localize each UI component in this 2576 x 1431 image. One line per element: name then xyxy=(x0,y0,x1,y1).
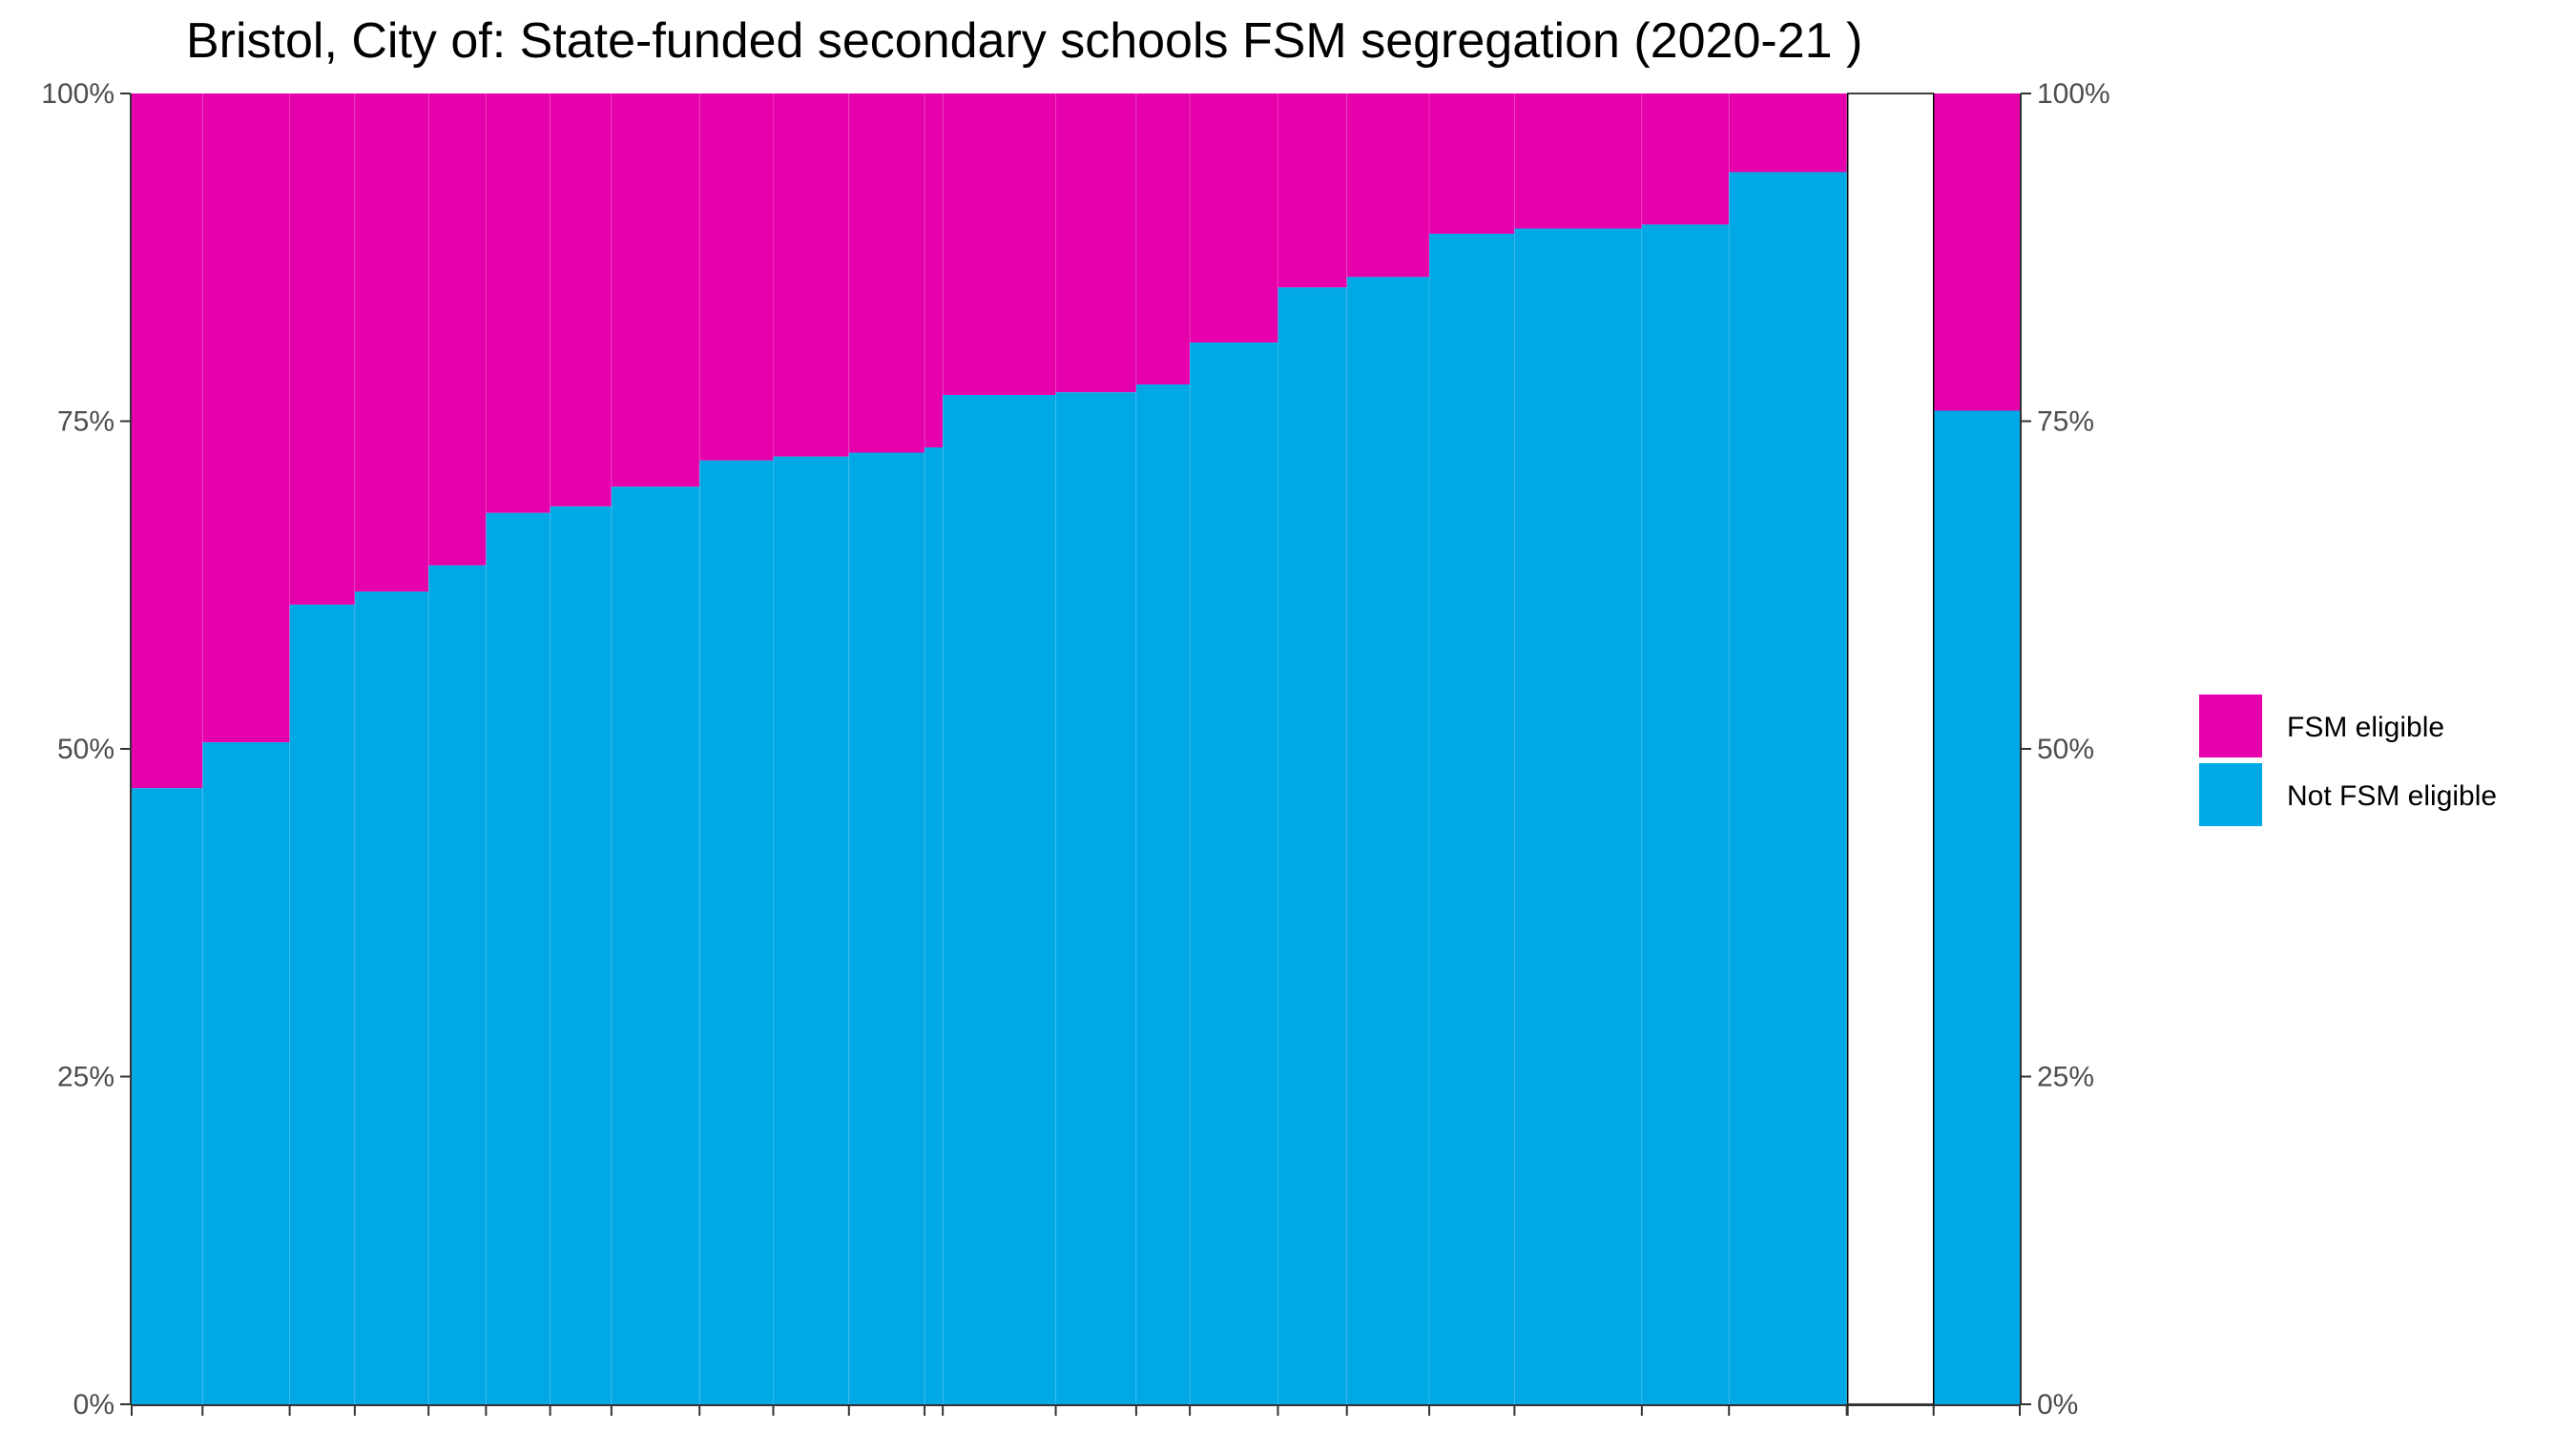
bar-fsm-13 xyxy=(943,93,1056,396)
y-tick-label-right: 75% xyxy=(2037,406,2094,438)
axes-group: 0% 0% 25% 25% 50% 50% 75% 75% 100% 100% xyxy=(41,78,2109,1421)
y-tick-label-left: 25% xyxy=(57,1062,114,1093)
bar-not-fsm-19 xyxy=(1429,234,1515,1404)
bar-not-fsm-14 xyxy=(1055,392,1136,1405)
y-tick-label-left: 0% xyxy=(73,1389,114,1421)
bar-not-fsm-24 xyxy=(1933,410,2020,1404)
bar-fsm-16 xyxy=(1190,93,1278,343)
chart-title: Bristol, City of: State-funded secondary… xyxy=(186,13,1862,69)
gap-box xyxy=(1846,93,1935,1405)
bar-fsm-4 xyxy=(354,93,429,592)
legend: FSM eligible Not FSM eligible xyxy=(2199,695,2497,826)
bar-not-fsm-13 xyxy=(943,395,1056,1404)
bar-not-fsm-20 xyxy=(1514,228,1642,1405)
legend-swatch-not-fsm xyxy=(2199,763,2262,826)
bar-fsm-5 xyxy=(428,93,487,566)
bar-fsm-15 xyxy=(1135,93,1191,385)
y-tick-label-left: 50% xyxy=(57,734,114,765)
bar-not-fsm-3 xyxy=(289,604,355,1404)
bar-fsm-20 xyxy=(1514,93,1642,229)
bars-group xyxy=(132,93,2020,1405)
bar-fsm-10 xyxy=(773,93,849,457)
bar-not-fsm-17 xyxy=(1278,287,1347,1404)
bar-fsm-1 xyxy=(132,93,203,789)
bar-fsm-9 xyxy=(699,93,774,461)
bar-not-fsm-5 xyxy=(428,565,487,1404)
legend-swatch-fsm xyxy=(2199,695,2262,757)
bar-not-fsm-12 xyxy=(924,446,944,1405)
bar-not-fsm-15 xyxy=(1135,384,1191,1404)
bar-not-fsm-8 xyxy=(611,487,700,1404)
bar-fsm-2 xyxy=(202,93,290,743)
bar-not-fsm-18 xyxy=(1346,277,1430,1404)
bar-not-fsm-1 xyxy=(132,788,203,1404)
bar-not-fsm-7 xyxy=(550,506,612,1404)
bar-not-fsm-11 xyxy=(848,452,925,1404)
bar-fsm-14 xyxy=(1055,93,1136,393)
bar-fsm-19 xyxy=(1429,93,1515,235)
legend-label-not-fsm: Not FSM eligible xyxy=(2287,780,2497,812)
bar-fsm-6 xyxy=(486,93,551,513)
bar-fsm-8 xyxy=(611,93,700,487)
y-tick-label-right: 0% xyxy=(2037,1389,2078,1421)
y-tick-label-right: 25% xyxy=(2037,1062,2094,1093)
bar-not-fsm-10 xyxy=(773,456,849,1404)
bar-fsm-12 xyxy=(924,93,944,447)
bar-not-fsm-2 xyxy=(202,742,290,1404)
y-tick-label-left: 75% xyxy=(57,406,114,438)
bar-not-fsm-4 xyxy=(354,591,429,1404)
bar-fsm-3 xyxy=(289,93,355,605)
bar-fsm-21 xyxy=(1641,93,1730,225)
bar-fsm-22 xyxy=(1729,93,1847,173)
bar-fsm-17 xyxy=(1278,93,1347,288)
bar-fsm-24 xyxy=(1933,93,2020,411)
bar-fsm-18 xyxy=(1346,93,1430,278)
legend-label-fsm: FSM eligible xyxy=(2287,712,2444,743)
bar-not-fsm-6 xyxy=(486,512,551,1404)
bar-not-fsm-21 xyxy=(1641,224,1730,1404)
y-tick-label-left: 100% xyxy=(41,78,114,110)
y-tick-label-right: 100% xyxy=(2037,78,2110,110)
y-tick-label-right: 50% xyxy=(2037,734,2094,765)
bar-not-fsm-22 xyxy=(1729,172,1847,1405)
bar-fsm-7 xyxy=(550,93,612,507)
bar-not-fsm-16 xyxy=(1190,342,1278,1404)
bar-not-fsm-9 xyxy=(699,460,774,1405)
bar-fsm-11 xyxy=(848,93,925,453)
